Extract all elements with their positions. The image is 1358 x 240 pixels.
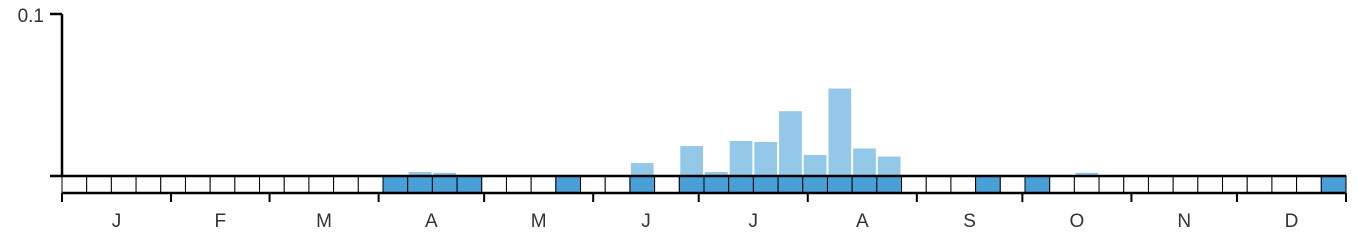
bar xyxy=(705,171,728,176)
week-cell xyxy=(604,175,631,194)
week-cell xyxy=(1049,175,1075,194)
bar xyxy=(680,146,703,176)
week-cell xyxy=(802,175,828,194)
bar xyxy=(408,171,432,176)
bar xyxy=(803,154,827,176)
week-cell xyxy=(1271,175,1298,194)
month-label: M xyxy=(316,211,332,232)
week-cell xyxy=(308,175,335,194)
week-cell xyxy=(234,175,261,194)
week-cell xyxy=(184,175,211,194)
week-cell xyxy=(61,175,88,194)
bar xyxy=(630,163,654,176)
week-cell xyxy=(629,175,656,194)
bar xyxy=(1075,172,1099,176)
week-cell xyxy=(1172,175,1199,194)
week-cell xyxy=(86,175,112,194)
week-cell xyxy=(975,175,1001,194)
week-cell xyxy=(826,175,853,194)
month-label: J xyxy=(748,211,758,232)
bar xyxy=(853,148,876,176)
week-cell xyxy=(555,175,582,194)
month-label: M xyxy=(531,211,547,232)
month-label: F xyxy=(214,211,226,232)
week-cell xyxy=(1147,175,1174,194)
bar xyxy=(754,141,778,176)
week-cell xyxy=(431,175,458,194)
week-cell xyxy=(876,175,903,194)
week-cell xyxy=(728,175,754,194)
bar xyxy=(729,141,753,176)
y-tick-label: 0.1 xyxy=(18,6,44,27)
month-label: O xyxy=(1069,211,1084,232)
bar xyxy=(433,172,457,176)
week-cell xyxy=(209,175,236,194)
week-cell xyxy=(1197,175,1224,194)
week-cell xyxy=(333,175,359,194)
week-cell xyxy=(901,175,927,194)
bar xyxy=(779,111,802,176)
bar xyxy=(828,88,852,176)
week-cell xyxy=(703,175,730,194)
month-label: A xyxy=(425,211,438,232)
week-cell xyxy=(530,175,557,194)
week-cell xyxy=(1222,175,1248,194)
week-cell xyxy=(925,175,952,194)
week-cell xyxy=(654,175,680,194)
week-cell xyxy=(283,175,310,194)
month-label: D xyxy=(1285,211,1299,232)
week-cell xyxy=(1320,175,1347,194)
week-cell xyxy=(382,175,409,194)
week-cell xyxy=(110,175,137,194)
week-cell xyxy=(851,175,878,194)
week-cell xyxy=(999,175,1026,194)
week-cell xyxy=(752,175,779,194)
week-cell xyxy=(777,175,804,194)
week-cell xyxy=(505,175,532,194)
week-cell xyxy=(1024,175,1051,194)
week-cell xyxy=(1246,175,1273,194)
week-cell xyxy=(950,175,977,194)
week-cell xyxy=(580,175,606,194)
week-cell xyxy=(1073,175,1100,194)
month-label: S xyxy=(963,211,976,232)
week-cell xyxy=(135,175,162,194)
week-cell xyxy=(1123,175,1149,194)
week-cell xyxy=(407,175,433,194)
week-cell xyxy=(1296,175,1322,194)
week-cell xyxy=(1098,175,1125,194)
month-label: A xyxy=(856,211,869,232)
week-cell xyxy=(357,175,384,194)
month-label: J xyxy=(112,211,122,232)
week-cell xyxy=(678,175,705,194)
week-cell xyxy=(456,175,483,194)
week-cell xyxy=(160,175,186,194)
week-cell xyxy=(259,175,285,194)
month-label: N xyxy=(1177,211,1191,232)
bar xyxy=(877,156,901,176)
month-label: J xyxy=(641,211,651,232)
week-cell xyxy=(481,175,507,194)
